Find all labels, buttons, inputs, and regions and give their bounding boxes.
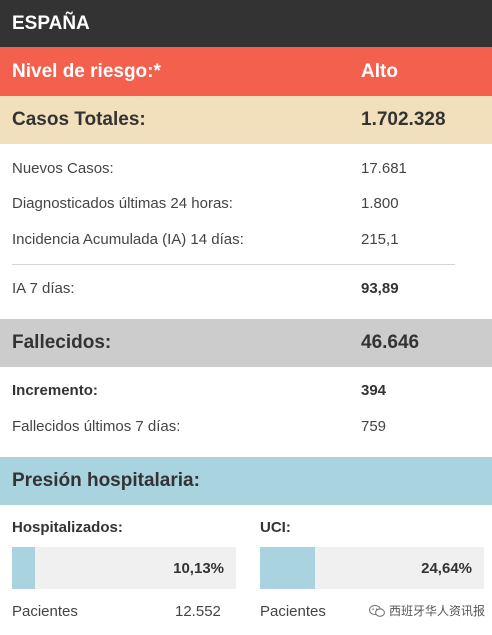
icu-percent: 24,64% [421,559,472,577]
hospitalized-progress-bar: 10,13% [12,547,236,589]
risk-level-row: Nivel de riesgo:* Alto [0,47,492,96]
deaths-band: Fallecidos: 46.646 [0,319,492,367]
deaths-label: Fallecidos: [12,332,112,353]
total-cases-band: Casos Totales: 1.702.328 [0,96,492,144]
divider [12,264,455,265]
icu-patients-label: Pacientes [260,603,326,620]
deaths-increment-label: Incremento: [12,381,98,399]
incidence-7d-label: IA 7 días: [12,279,75,297]
deaths-increment-value: 394 [361,381,387,399]
total-cases-label: Casos Totales: [12,109,146,130]
incidence-7d-row: IA 7 días: 93,89 [0,270,492,306]
region-header: ESPAÑA [0,0,492,47]
new-cases-label: Nuevos Casos: [12,159,114,177]
icu-progress-bar: 24,64% [260,547,484,589]
hospitalized-progress-fill [12,547,35,589]
region-title: ESPAÑA [12,12,90,34]
hospitalized-patients-value: 12.552 [175,603,221,620]
deaths-7d-row: Fallecidos últimos 7 días: 759 [0,408,492,444]
incidence-14d-row: Incidencia Acumulada (IA) 14 días: 215,1 [0,221,492,257]
diagnosed-24h-value: 1.800 [361,194,399,212]
hospitalized-percent: 10,13% [173,559,224,577]
wechat-icon [369,604,385,617]
hospital-pressure-band: Presión hospitalaria: [0,457,492,505]
deaths-7d-value: 759 [361,417,387,435]
diagnosed-24h-row: Diagnosticados últimas 24 horas: 1.800 [0,185,492,221]
new-cases-row: Nuevos Casos: 17.681 [0,150,492,186]
new-cases-value: 17.681 [361,159,407,177]
watermark-text: 西班牙华人资讯报 [389,604,486,618]
hospital-pressure-label: Presión hospitalaria: [12,470,200,491]
deaths-increment-row: Incremento: 394 [0,372,492,408]
hospitalized-patients-label: Pacientes [12,603,78,620]
watermark: 西班牙华人资讯报 [369,602,485,619]
deaths-value: 46.646 [361,332,420,353]
icu-label: UCI: [260,519,291,536]
risk-level-label: Nivel de riesgo:* [12,60,161,82]
deaths-7d-label: Fallecidos últimos 7 días: [12,417,181,435]
incidence-7d-value: 93,89 [361,279,399,297]
icu-progress-fill [260,547,316,589]
diagnosed-24h-label: Diagnosticados últimas 24 horas: [12,194,233,212]
risk-level-value: Alto [361,60,398,82]
incidence-14d-label: Incidencia Acumulada (IA) 14 días: [12,230,244,248]
total-cases-value: 1.702.328 [361,109,446,130]
hospitalized-label: Hospitalizados: [12,519,123,536]
incidence-14d-value: 215,1 [361,230,399,248]
